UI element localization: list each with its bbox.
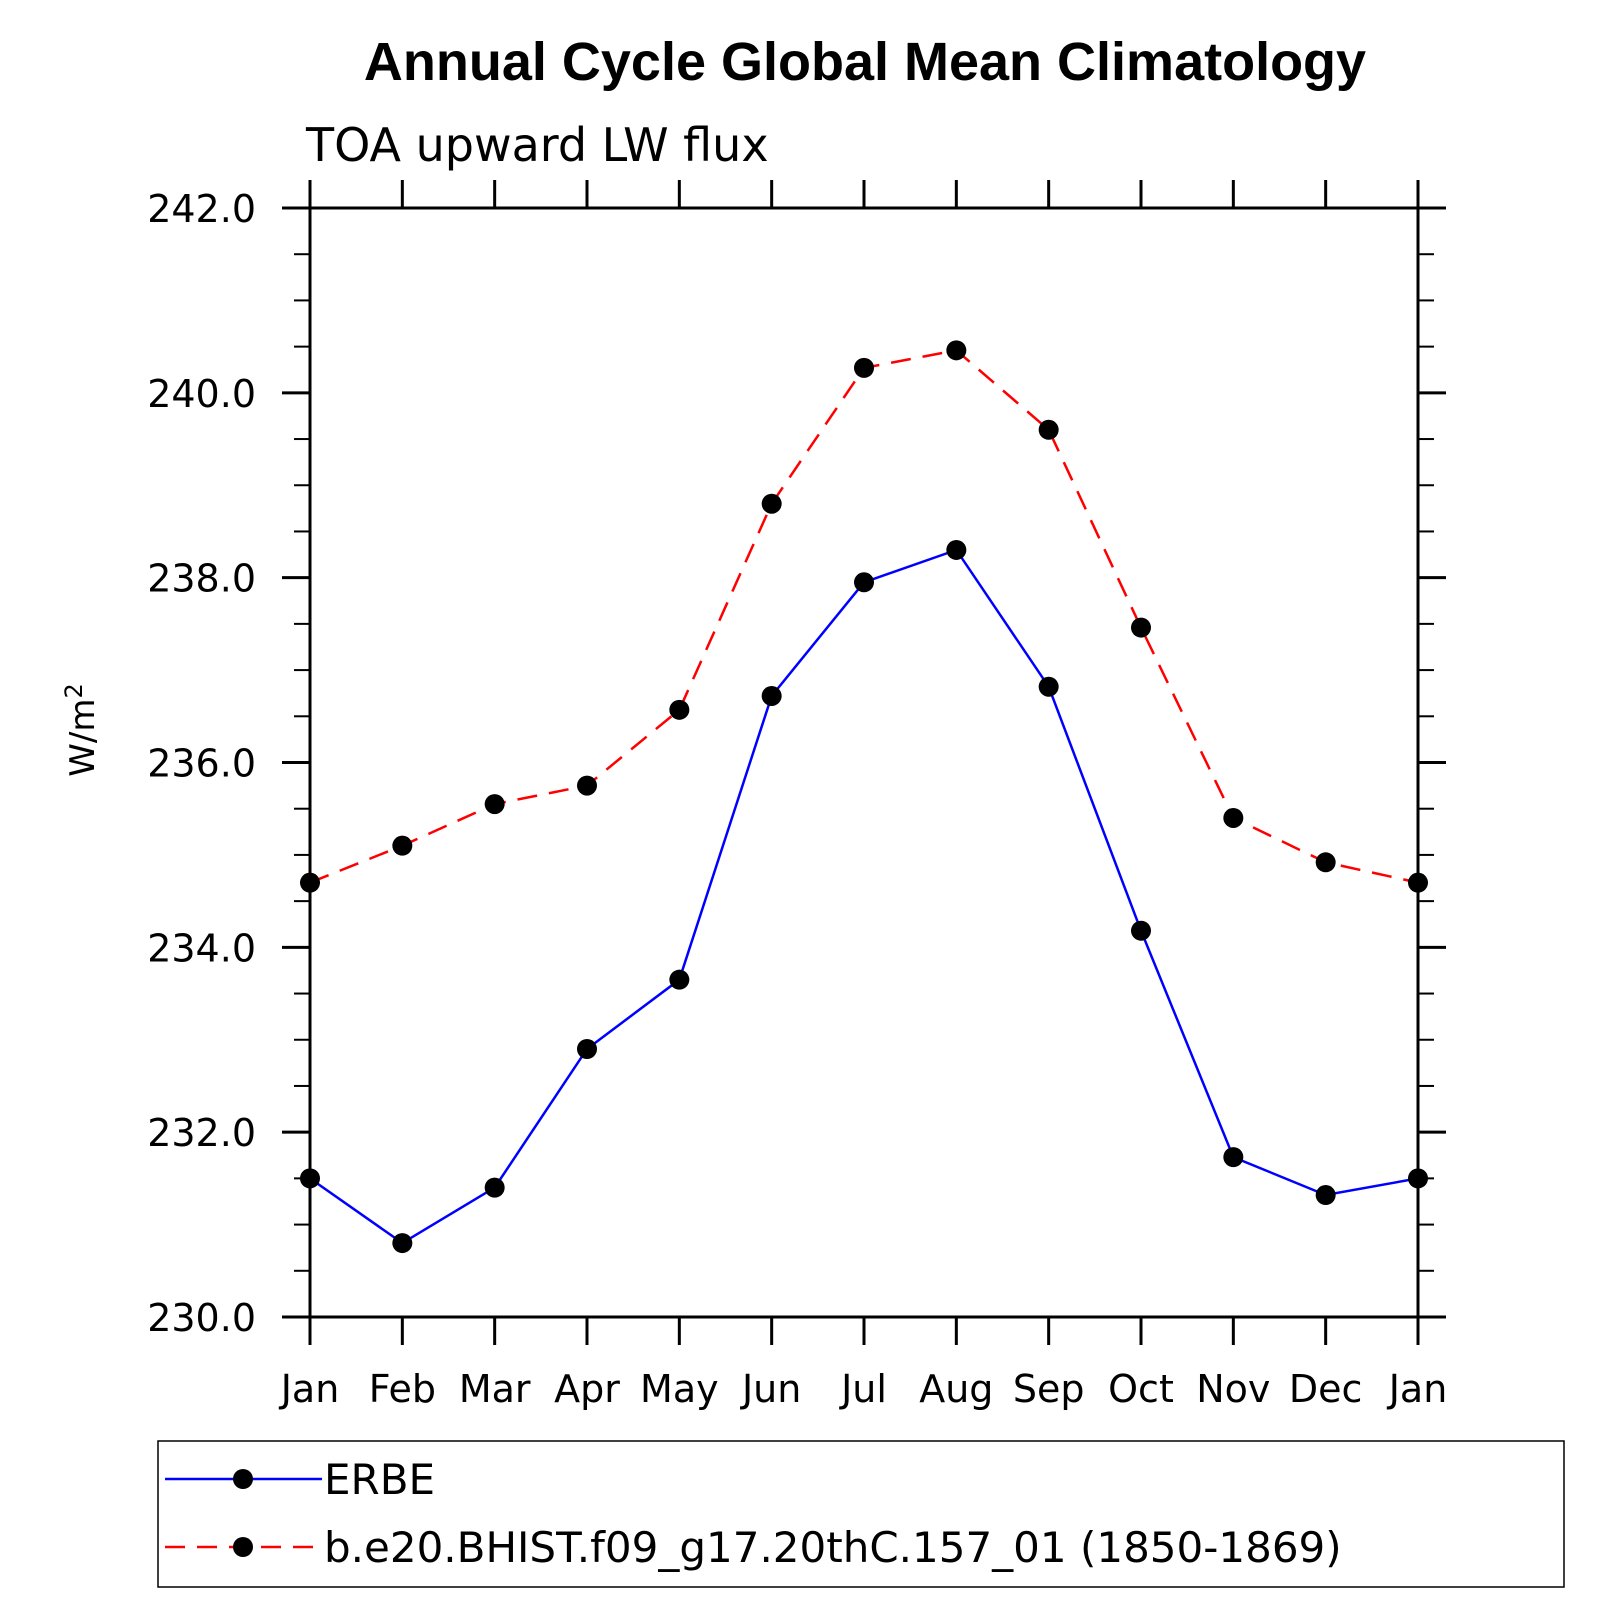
x-tick-label: Jan <box>1387 1367 1448 1411</box>
data-point <box>1315 1185 1336 1206</box>
x-tick-label: Feb <box>369 1367 436 1411</box>
data-point <box>1038 419 1059 440</box>
y-axis-label: W/m2 <box>60 683 103 776</box>
x-tick-label: Mar <box>459 1367 531 1411</box>
legend-label-0: ERBE <box>324 1455 435 1504</box>
x-tick-label: May <box>640 1367 719 1411</box>
chart-subtitle: TOA upward LW flux <box>305 118 769 172</box>
data-point <box>946 539 967 560</box>
plot-area: Jan Feb Mar Apr May Jun Jul Aug Sep Oct Nov Dec Jan 2… <box>147 180 1447 1411</box>
y-tick-label: 236.0 <box>147 742 256 786</box>
data-point <box>854 572 874 593</box>
data-point <box>392 1233 413 1254</box>
y-tick-label: 242.0 <box>147 187 256 231</box>
x-tick-label: Jul <box>839 1367 887 1411</box>
data-point <box>1223 807 1244 828</box>
data-point <box>1131 920 1151 941</box>
data-point <box>946 340 967 361</box>
data-point <box>1315 852 1336 873</box>
x-tick-label: Sep <box>1013 1367 1085 1411</box>
chart-title: Annual Cycle Global Mean Climatology <box>364 32 1366 92</box>
data-point <box>300 1168 320 1189</box>
data-point <box>669 699 690 720</box>
y-tick-label: 238.0 <box>147 557 256 601</box>
x-tick-label: Jun <box>740 1367 801 1411</box>
data-point <box>484 1177 505 1198</box>
data-point <box>669 969 690 990</box>
legend: ERBE b.e20.BHIST.f09_g17.20thC.157_01 (18… <box>157 1440 1565 1588</box>
legend-box <box>157 1440 1565 1588</box>
x-tick-label: Oct <box>1108 1367 1174 1411</box>
data-point <box>577 1038 597 1059</box>
data-point <box>1131 617 1151 638</box>
x-tick-label: Dec <box>1289 1367 1363 1411</box>
series-line-0 <box>309 548 1419 1245</box>
x-tick-label: Jan <box>279 1367 340 1411</box>
y-tick-label: 240.0 <box>147 372 256 416</box>
data-point <box>761 493 782 514</box>
data-point <box>392 835 413 856</box>
x-tick-label: Aug <box>919 1367 993 1411</box>
x-tick-label: Nov <box>1196 1367 1270 1411</box>
data-point <box>1223 1147 1244 1168</box>
legend-label-1: b.e20.BHIST.f09_g17.20thC.157_01 (1850-1… <box>324 1523 1342 1572</box>
legend-marker-0 <box>233 1469 253 1489</box>
data-point <box>1408 872 1428 893</box>
data-point <box>1038 676 1059 697</box>
legend-marker-1 <box>233 1537 253 1557</box>
data-point <box>484 794 505 815</box>
data-point <box>761 685 782 706</box>
x-tick-label: Apr <box>554 1367 620 1411</box>
y-tick-label: 230.0 <box>147 1296 256 1340</box>
data-point <box>854 357 874 378</box>
data-point <box>577 775 597 796</box>
y-tick-label: 234.0 <box>147 926 256 970</box>
data-point <box>300 872 320 893</box>
y-tick-label: 232.0 <box>147 1111 256 1155</box>
data-point <box>1408 1168 1428 1189</box>
series-line-1 <box>309 348 1419 884</box>
